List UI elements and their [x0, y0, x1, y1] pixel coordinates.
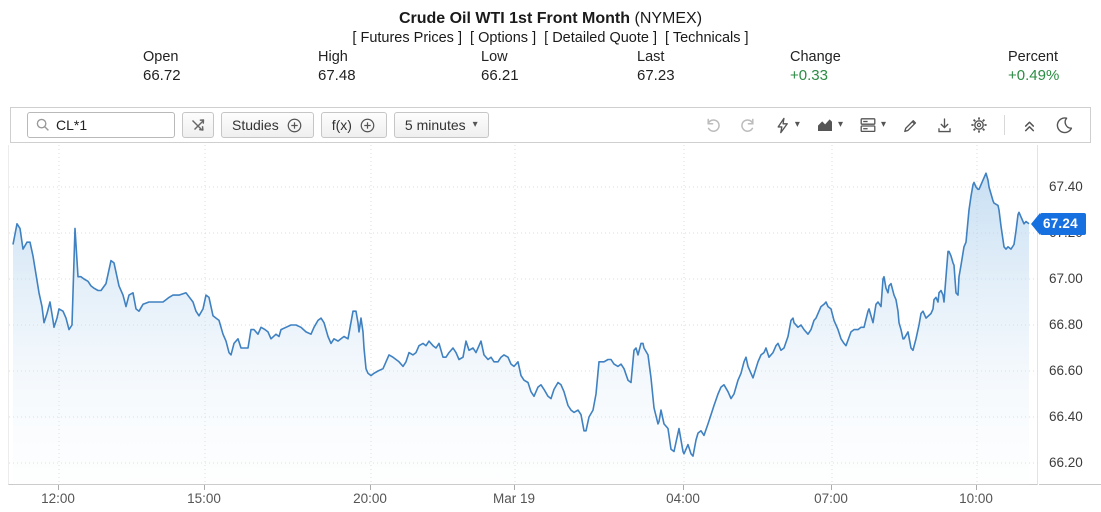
- chevron-down-icon: ▾: [794, 119, 800, 130]
- theme-toggle-button[interactable]: [1054, 115, 1074, 135]
- quote-summary: Open 66.72 High 67.48 Low 66.21 Last 67.…: [0, 49, 1101, 89]
- percent-value: +0.49%: [1008, 67, 1060, 84]
- studies-label: Studies: [232, 117, 279, 133]
- symbol-input[interactable]: [56, 117, 166, 133]
- layout-panels-icon: [860, 118, 876, 133]
- double-chevron-up-icon: [1024, 121, 1035, 131]
- views-button[interactable]: ▾: [858, 115, 886, 135]
- time-axis-label: 15:00: [187, 491, 221, 506]
- last-price-text: 67.24: [1040, 212, 1086, 235]
- link-technicals[interactable]: [ Technicals ]: [665, 30, 749, 46]
- download-button[interactable]: [935, 116, 954, 135]
- compare-button[interactable]: [182, 112, 214, 138]
- chevron-down-icon: ▾: [837, 119, 843, 130]
- high-value: 67.48: [318, 67, 356, 84]
- chart-plot-area[interactable]: [8, 145, 1039, 485]
- price-axis-label: 66.20: [1049, 455, 1083, 470]
- open-label: Open: [143, 49, 179, 65]
- symbol-search-box[interactable]: [27, 112, 175, 138]
- area-chart-icon: [817, 119, 832, 131]
- quick-links: [ Futures Prices ] [ Options ] [ Detaile…: [0, 30, 1101, 46]
- download-icon: [938, 117, 951, 132]
- gear-icon: [971, 117, 987, 133]
- price-line: [12, 172, 1030, 457]
- last-price-badge: 67.24: [1031, 212, 1086, 235]
- instrument-name: Crude Oil WTI 1st Front Month: [398, 10, 631, 27]
- time-axis-tick: [831, 485, 832, 490]
- undo-button[interactable]: [703, 115, 723, 135]
- lightning-icon: [777, 117, 788, 133]
- chart-toolbar: Studies f(x) 5 minutes ▾: [10, 107, 1091, 143]
- quote-percent: Percent +0.49%: [1008, 49, 1059, 84]
- link-options[interactable]: [ Options ]: [470, 30, 537, 46]
- chevron-down-icon: ▾: [880, 119, 886, 130]
- percent-label: Percent: [1008, 49, 1058, 65]
- quote-last: Last 67.23: [637, 49, 675, 84]
- redo-button[interactable]: [738, 115, 758, 135]
- low-value: 66.21: [481, 67, 519, 84]
- time-axis-label: Mar 19: [492, 491, 536, 506]
- time-axis-tick: [204, 485, 205, 490]
- badge-pointer-icon: [1031, 212, 1040, 235]
- price-chart-svg: [9, 145, 1039, 485]
- plus-circle-icon: [286, 117, 303, 134]
- collapse-button[interactable]: [1020, 116, 1039, 135]
- low-label: Low: [481, 49, 508, 65]
- change-label: Change: [790, 49, 841, 65]
- plus-circle-icon: [359, 117, 376, 134]
- fx-label: f(x): [331, 117, 352, 133]
- time-axis-tick: [58, 485, 59, 490]
- period-dropdown[interactable]: 5 minutes ▾: [393, 112, 489, 138]
- functions-button[interactable]: f(x): [320, 112, 387, 138]
- period-label: 5 minutes: [404, 117, 466, 133]
- page-title: Crude Oil WTI 1st Front Month (NYMEX): [0, 10, 1101, 28]
- redo-icon: [741, 118, 754, 132]
- quote-open: Open 66.72: [143, 49, 181, 84]
- draw-button[interactable]: [901, 116, 920, 135]
- quote-high: High 67.48: [318, 49, 356, 84]
- price-axis-label: 66.60: [1049, 363, 1083, 378]
- price-axis-label: 66.80: [1049, 317, 1083, 332]
- link-futures-prices[interactable]: [ Futures Prices ]: [352, 30, 462, 46]
- time-axis-tick: [370, 485, 371, 490]
- price-axis-label: 67.40: [1049, 179, 1083, 194]
- studies-button[interactable]: Studies: [221, 112, 314, 138]
- price-axis-label: 67.00: [1049, 271, 1083, 286]
- high-label: High: [318, 49, 348, 65]
- pencil-icon: [904, 119, 917, 132]
- quote-low: Low 66.21: [481, 49, 519, 84]
- chart-type-button[interactable]: ▾: [815, 115, 843, 135]
- change-value: +0.33: [790, 67, 828, 84]
- time-axis-label: 20:00: [353, 491, 387, 506]
- search-icon: [34, 116, 52, 134]
- moon-icon: [1056, 117, 1073, 134]
- time-axis[interactable]: 12:00 15:00 20:00 Mar 19 04:00 07:00 10:00: [8, 485, 1038, 512]
- price-area-fill: [13, 173, 1029, 485]
- events-button[interactable]: ▾: [773, 116, 800, 135]
- time-axis-tick: [514, 485, 515, 490]
- chevron-down-icon: ▾: [472, 119, 478, 130]
- toolbar-divider: [1004, 115, 1005, 135]
- undo-icon: [707, 118, 720, 132]
- time-axis-label: 07:00: [814, 491, 848, 506]
- settings-button[interactable]: [969, 115, 989, 135]
- open-value: 66.72: [143, 67, 181, 84]
- time-axis-label: 04:00: [666, 491, 700, 506]
- time-axis-label: 12:00: [41, 491, 75, 506]
- last-label: Last: [637, 49, 665, 65]
- time-axis-tick: [976, 485, 977, 490]
- quote-change: Change +0.33: [790, 49, 841, 84]
- time-axis-tick: [683, 485, 684, 490]
- time-axis-label: 10:00: [959, 491, 993, 506]
- exchange-name: (NYMEX): [634, 10, 703, 27]
- compare-icon: [189, 116, 207, 134]
- last-value: 67.23: [637, 67, 675, 84]
- link-detailed-quote[interactable]: [ Detailed Quote ]: [544, 30, 657, 46]
- price-axis-label: 66.40: [1049, 409, 1083, 424]
